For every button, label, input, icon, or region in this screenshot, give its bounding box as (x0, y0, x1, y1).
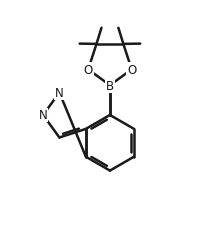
Text: O: O (84, 64, 93, 76)
Text: N: N (39, 109, 47, 122)
Text: N: N (55, 87, 64, 100)
Text: O: O (127, 64, 136, 76)
Text: B: B (106, 79, 114, 92)
Text: B: B (106, 79, 114, 92)
